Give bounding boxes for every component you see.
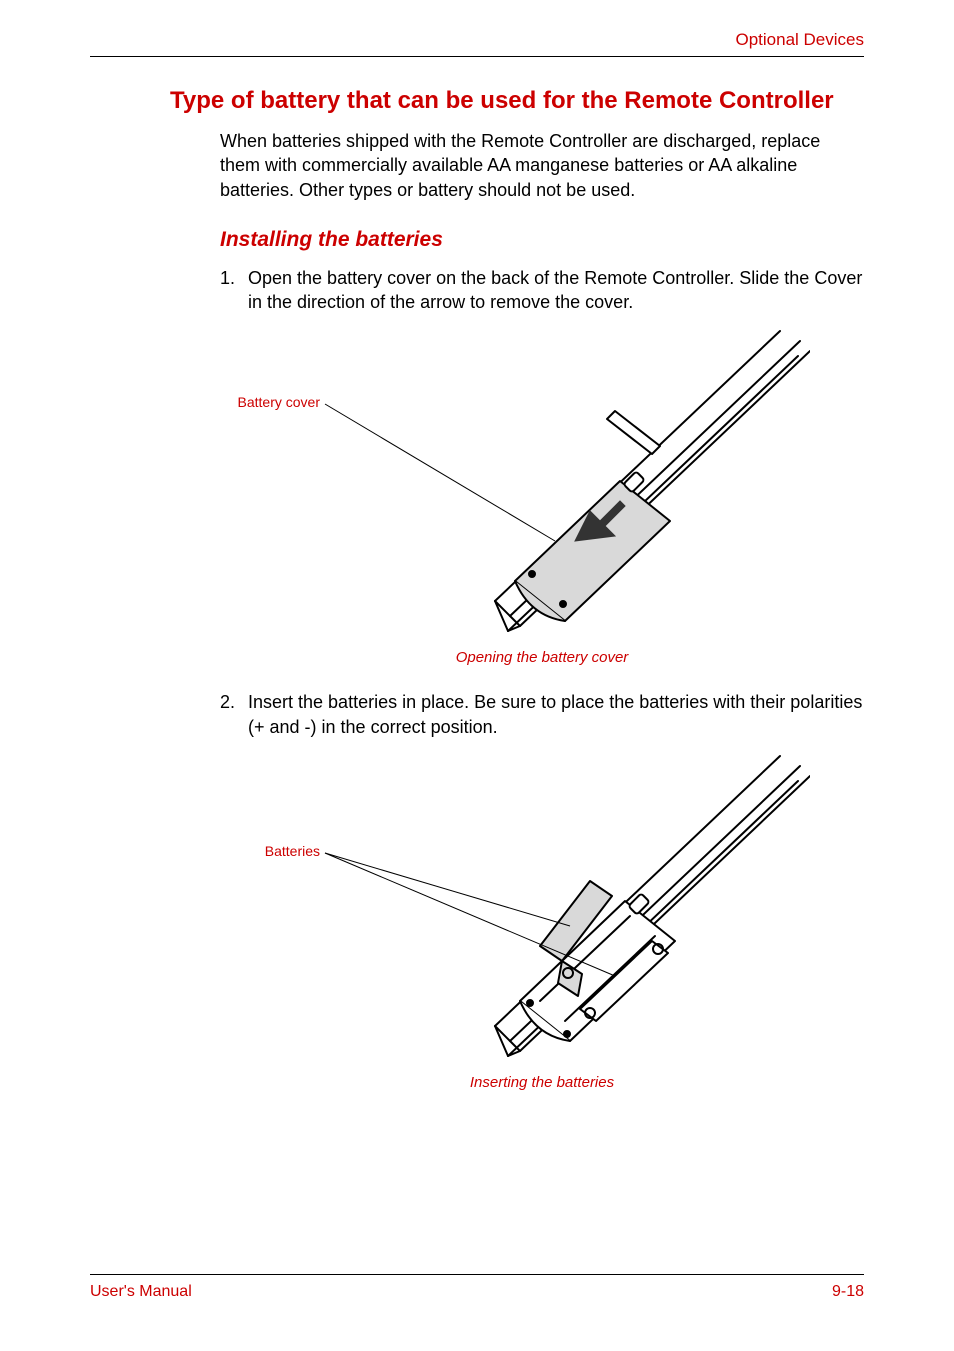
figure-2: Batteries bbox=[220, 751, 864, 1091]
step-1-text: Open the battery cover on the back of th… bbox=[248, 266, 864, 315]
heading-3: Installing the batteries bbox=[220, 228, 864, 252]
step-2-text: Insert the batteries in place. Be sure t… bbox=[248, 690, 864, 739]
footer: User's Manual 9-18 bbox=[90, 1274, 864, 1301]
header-rule bbox=[90, 56, 864, 57]
footer-rule bbox=[90, 1274, 864, 1275]
intro-paragraph: When batteries shipped with the Remote C… bbox=[220, 129, 864, 202]
figure-2-caption: Inserting the batteries bbox=[220, 1074, 864, 1091]
footer-right: 9-18 bbox=[832, 1283, 864, 1301]
figure-1-caption: Opening the battery cover bbox=[220, 649, 864, 666]
header-section: Optional Devices bbox=[90, 30, 864, 50]
step-1: 1. Open the battery cover on the back of… bbox=[220, 266, 864, 315]
footer-left: User's Manual bbox=[90, 1283, 192, 1301]
figure-1-callout: Battery cover bbox=[190, 394, 320, 410]
figure-2-svg bbox=[220, 751, 810, 1061]
step-2-num: 2. bbox=[220, 690, 248, 739]
step-2: 2. Insert the batteries in place. Be sur… bbox=[220, 690, 864, 739]
figure-2-callout: Batteries bbox=[220, 843, 320, 859]
step-1-num: 1. bbox=[220, 266, 248, 315]
figure-1: Battery cover bbox=[220, 326, 864, 666]
figure-1-svg bbox=[220, 326, 810, 636]
heading-2: Type of battery that can be used for the… bbox=[170, 87, 864, 115]
